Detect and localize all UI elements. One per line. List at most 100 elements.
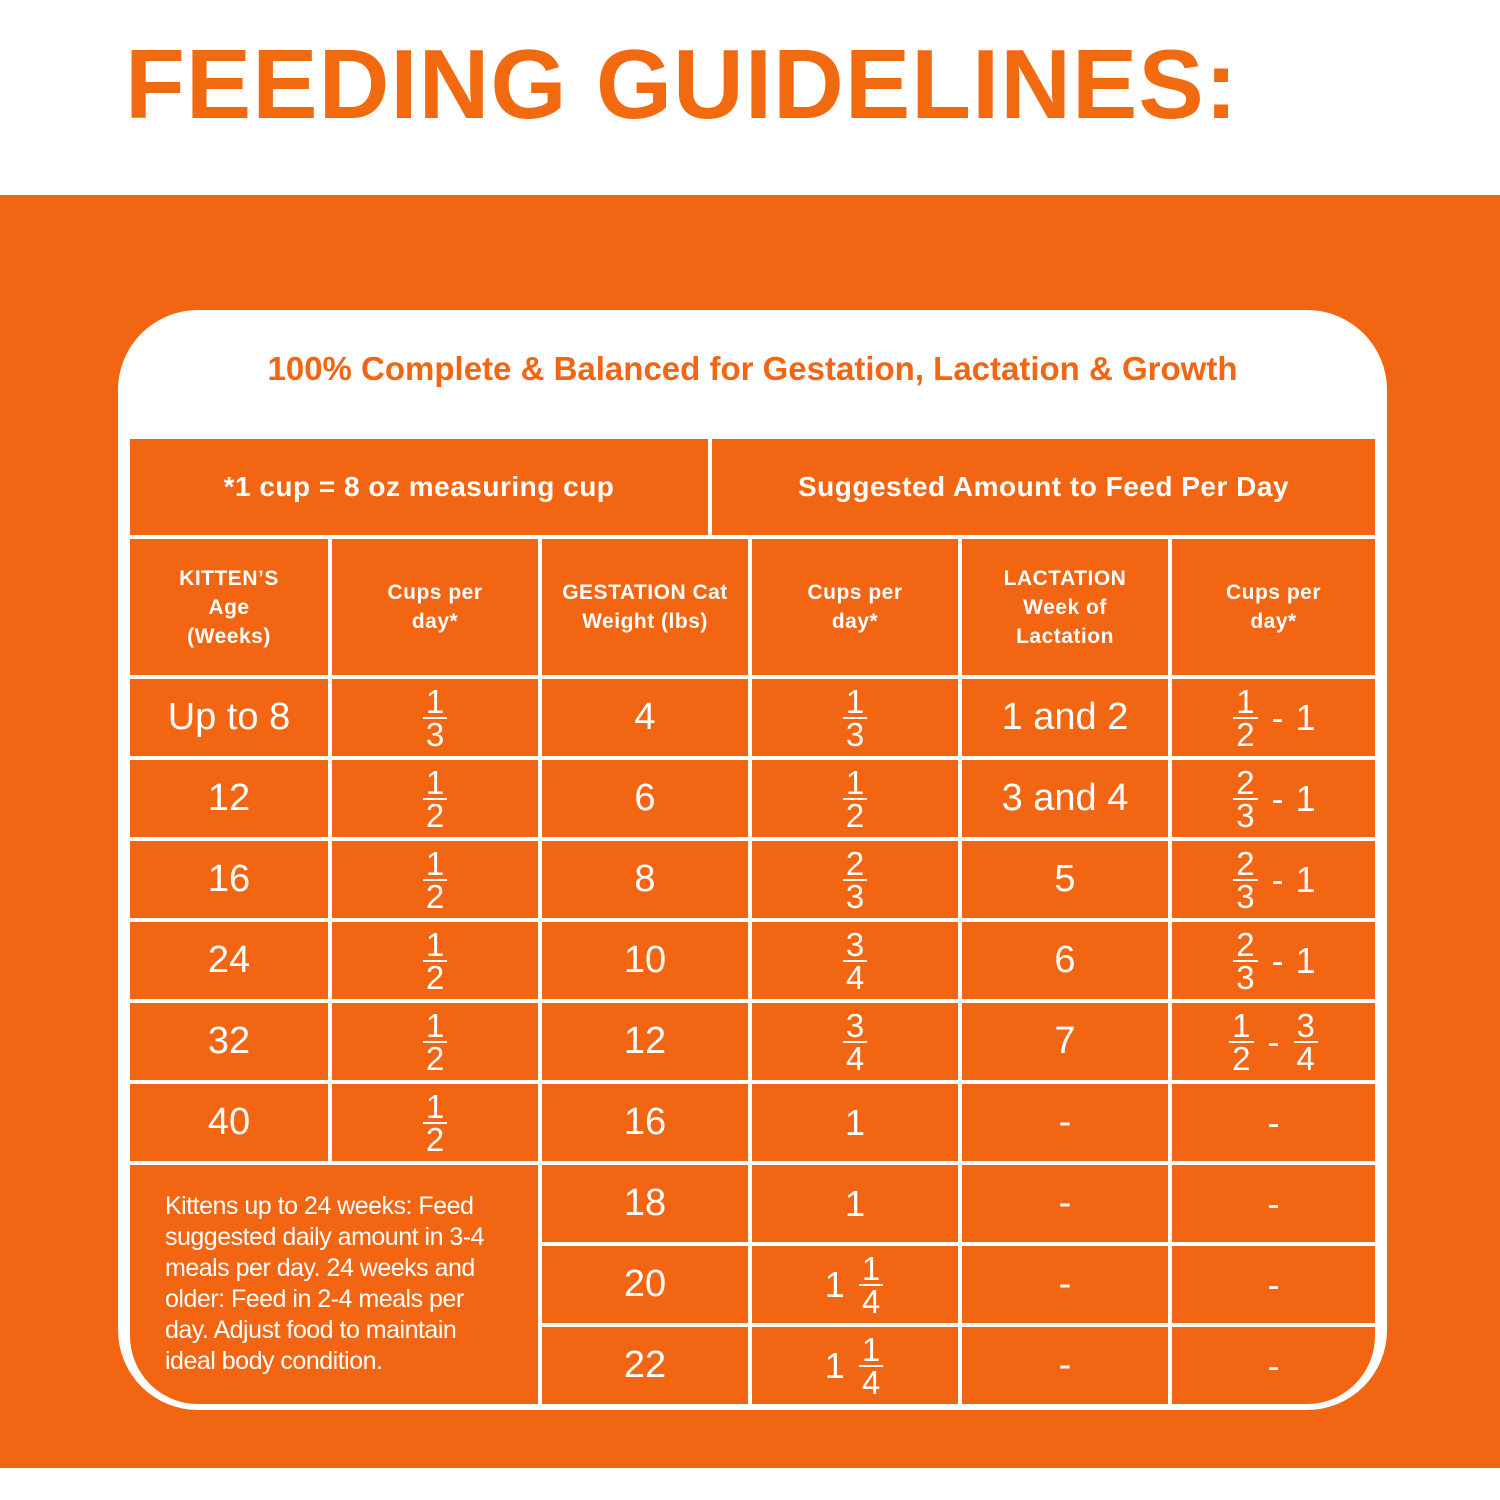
numerator: 3 <box>1293 1009 1318 1043</box>
table-cell: 6 <box>962 922 1168 999</box>
value-text: - <box>1271 858 1284 900</box>
header-line: day* <box>1250 610 1297 633</box>
column-header: Cups per day* <box>332 539 538 675</box>
denominator: 4 <box>845 958 865 996</box>
value-text: 1 <box>1295 777 1316 819</box>
denominator: 3 <box>845 715 865 753</box>
table-cell: - <box>962 1246 1168 1323</box>
value-text: - <box>1271 696 1284 738</box>
denominator: 3 <box>845 877 865 915</box>
denominator: 3 <box>1236 877 1255 915</box>
table-cell: 3 and 4 <box>962 760 1168 837</box>
denominator: 2 <box>425 796 445 834</box>
numerator: 2 <box>1233 928 1258 962</box>
denominator: 2 <box>845 796 865 834</box>
header-line: LACTATION <box>1003 566 1127 590</box>
numerator: 1 <box>842 766 868 800</box>
column-header: KITTEN’S Age (Weeks) <box>130 539 328 675</box>
header-line: Cups per <box>1225 581 1321 604</box>
numerator: 1 <box>422 847 448 881</box>
denominator: 2 <box>425 958 445 996</box>
table-cell: 32 <box>130 1003 328 1080</box>
header-line: day* <box>411 610 459 633</box>
table-cell: 10 <box>542 922 748 999</box>
denominator: 4 <box>861 1363 881 1401</box>
denominator: 2 <box>1236 715 1255 753</box>
page-title: FEEDING GUIDELINES: <box>125 29 1239 139</box>
table-cell: 40 <box>130 1084 328 1161</box>
table-cell: 4 <box>542 679 748 756</box>
numerator: 1 <box>1233 685 1258 719</box>
header-line: (Weeks) <box>187 624 271 648</box>
value-text: - <box>1271 777 1284 819</box>
numerator: 1 <box>858 1252 884 1286</box>
value-text: - <box>1267 1182 1280 1224</box>
header-line: Cups per <box>807 581 903 604</box>
column-header: GESTATION Cat Weight (lbs) <box>542 539 748 675</box>
card-subtitle: 100% Complete & Balanced for Gestation, … <box>267 350 1238 387</box>
denominator: 2 <box>425 1120 445 1158</box>
value-text: 1 <box>824 1344 845 1386</box>
table-cell: - <box>962 1327 1168 1404</box>
value-text: 1 <box>1295 939 1316 981</box>
numerator: 2 <box>1233 766 1258 800</box>
value-text: - <box>1267 1020 1280 1062</box>
header-cell: Suggested Amount to Feed Per Day <box>712 439 1375 535</box>
denominator: 2 <box>1232 1039 1251 1077</box>
denominator: 3 <box>1236 796 1255 834</box>
header-line: KITTEN’S <box>179 566 279 590</box>
denominator: 2 <box>425 877 445 915</box>
header-line: Age <box>208 595 250 619</box>
table-cell: Up to 8 <box>130 679 328 756</box>
header-line: Lactation <box>1016 624 1114 648</box>
table-cell: 12 <box>542 1003 748 1080</box>
numerator: 1 <box>422 685 448 719</box>
table-cell: 1 <box>752 1165 958 1242</box>
table-cell: - <box>1172 1084 1375 1161</box>
table-cell: 20 <box>542 1246 748 1323</box>
numerator: 2 <box>842 847 868 881</box>
value-text: - <box>1271 939 1284 981</box>
numerator: 1 <box>422 928 448 962</box>
table-cell: 5 <box>962 841 1168 918</box>
table-cell: 8 <box>542 841 748 918</box>
table-cell: - <box>1172 1246 1375 1323</box>
numerator: 1 <box>842 685 868 719</box>
table-cell: 22 <box>542 1327 748 1404</box>
numerator: 1 <box>422 766 448 800</box>
numerator: 2 <box>1233 847 1258 881</box>
value-text: 1 <box>1295 858 1316 900</box>
